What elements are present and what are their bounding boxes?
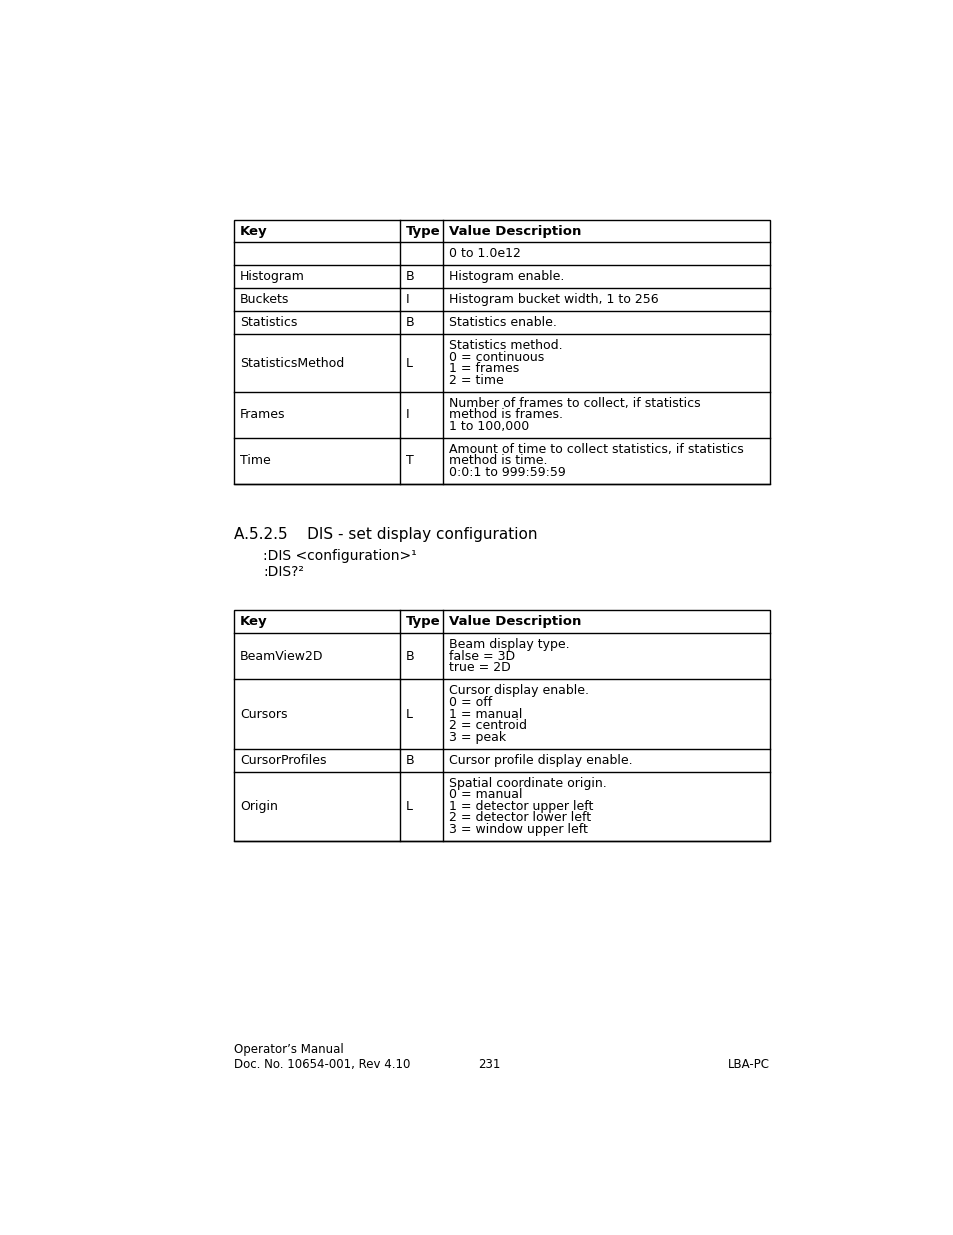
Text: Value Description: Value Description xyxy=(448,615,580,629)
Text: Key: Key xyxy=(239,225,267,237)
Text: CursorProfiles: CursorProfiles xyxy=(239,753,326,767)
Text: method is frames.: method is frames. xyxy=(448,409,562,421)
Text: B: B xyxy=(406,270,415,283)
Text: Statistics method.: Statistics method. xyxy=(448,340,562,352)
Text: 0 to 1.0e12: 0 to 1.0e12 xyxy=(448,247,520,261)
Text: Statistics enable.: Statistics enable. xyxy=(448,316,557,330)
Text: 2 = time: 2 = time xyxy=(448,374,503,387)
Text: 3 = window upper left: 3 = window upper left xyxy=(448,823,587,836)
Text: StatisticsMethod: StatisticsMethod xyxy=(239,357,344,369)
Text: Number of frames to collect, if statistics: Number of frames to collect, if statisti… xyxy=(448,396,700,410)
Text: Frames: Frames xyxy=(239,409,285,421)
Text: Amount of time to collect statistics, if statistics: Amount of time to collect statistics, if… xyxy=(448,443,742,456)
Bar xyxy=(233,610,769,841)
Text: Histogram: Histogram xyxy=(239,270,304,283)
Text: :DIS?²: :DIS?² xyxy=(263,566,304,579)
Text: 1 to 100,000: 1 to 100,000 xyxy=(448,420,529,433)
Text: 0 = off: 0 = off xyxy=(448,697,492,709)
Text: 0 = manual: 0 = manual xyxy=(448,788,522,802)
Text: I: I xyxy=(406,409,409,421)
Text: false = 3D: false = 3D xyxy=(448,650,515,663)
Text: method is time.: method is time. xyxy=(448,454,547,468)
Text: 3 = peak: 3 = peak xyxy=(448,731,505,743)
Text: A.5.2.5    DIS - set display configuration: A.5.2.5 DIS - set display configuration xyxy=(233,527,537,542)
Text: Statistics: Statistics xyxy=(239,316,296,330)
Text: Cursor display enable.: Cursor display enable. xyxy=(448,684,588,698)
Text: Type: Type xyxy=(406,615,440,629)
Text: Time: Time xyxy=(239,454,271,468)
Text: 2 = centroid: 2 = centroid xyxy=(448,719,526,732)
Text: I: I xyxy=(406,294,409,306)
Text: Buckets: Buckets xyxy=(239,294,289,306)
Text: T: T xyxy=(406,454,414,468)
Text: BeamView2D: BeamView2D xyxy=(239,650,323,663)
Text: true = 2D: true = 2D xyxy=(448,662,510,674)
Text: Operator’s Manual
Doc. No. 10654-001, Rev 4.10: Operator’s Manual Doc. No. 10654-001, Re… xyxy=(233,1042,410,1071)
Text: Cursors: Cursors xyxy=(239,708,287,720)
Text: B: B xyxy=(406,753,415,767)
Text: Histogram enable.: Histogram enable. xyxy=(448,270,563,283)
Text: LBA-PC: LBA-PC xyxy=(727,1057,769,1071)
Text: B: B xyxy=(406,650,415,663)
Text: 231: 231 xyxy=(477,1057,499,1071)
Text: Beam display type.: Beam display type. xyxy=(448,638,569,651)
Text: 0:0:1 to 999:59:59: 0:0:1 to 999:59:59 xyxy=(448,466,565,479)
Text: :DIS <configuration>¹: :DIS <configuration>¹ xyxy=(263,548,416,563)
Text: Key: Key xyxy=(239,615,267,629)
Bar xyxy=(233,220,769,484)
Text: L: L xyxy=(406,708,413,720)
Text: Cursor profile display enable.: Cursor profile display enable. xyxy=(448,753,632,767)
Text: 0 = continuous: 0 = continuous xyxy=(448,351,543,364)
Text: Origin: Origin xyxy=(239,799,277,813)
Text: 1 = manual: 1 = manual xyxy=(448,708,521,720)
Text: Type: Type xyxy=(406,225,440,237)
Text: Value Description: Value Description xyxy=(448,225,580,237)
Text: Histogram bucket width, 1 to 256: Histogram bucket width, 1 to 256 xyxy=(448,294,658,306)
Text: 2 = detector lower left: 2 = detector lower left xyxy=(448,811,590,824)
Text: Spatial coordinate origin.: Spatial coordinate origin. xyxy=(448,777,606,789)
Text: 1 = detector upper left: 1 = detector upper left xyxy=(448,799,593,813)
Text: L: L xyxy=(406,357,413,369)
Text: B: B xyxy=(406,316,415,330)
Text: L: L xyxy=(406,799,413,813)
Text: 1 = frames: 1 = frames xyxy=(448,362,518,375)
